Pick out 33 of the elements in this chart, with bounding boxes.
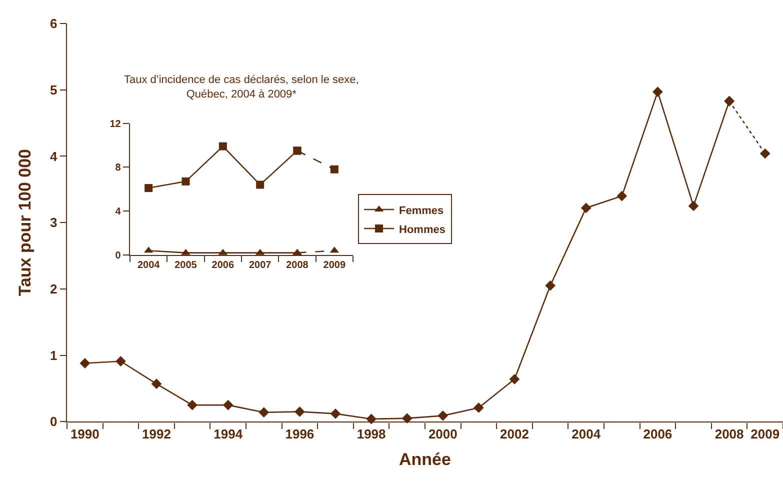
x-tick-label: 2006: [643, 426, 672, 442]
x-tick-label: 1998: [356, 426, 386, 442]
x-tick-label: 2009: [323, 260, 346, 272]
x-tick-label: 1994: [214, 426, 244, 442]
x-tick-label: 2006: [212, 260, 234, 272]
legend-label: Hommes: [399, 224, 446, 236]
y-tick-label: 4: [115, 206, 122, 218]
x-tick-label: 1996: [285, 426, 314, 442]
y-tick-label: 6: [50, 16, 58, 32]
y-tick-label: 5: [50, 82, 58, 98]
y-tick-label: 3: [50, 215, 58, 230]
x-tick-label: 2000: [428, 426, 458, 442]
x-tick-label: 2007: [248, 260, 272, 272]
x-tick-label: 1992: [142, 426, 171, 442]
y-tick-label: 0: [50, 414, 58, 430]
x-tick-label: 2004: [572, 426, 602, 442]
x-tick-label: 2009: [750, 426, 780, 442]
x-tick-label: 2004: [137, 260, 160, 272]
x-tick-label: 2005: [174, 260, 198, 272]
x-tick-label: 2002: [500, 426, 529, 442]
x-axis-title: Année: [399, 450, 451, 469]
y-tick-label: 8: [115, 162, 122, 174]
x-tick-label: 1990: [70, 426, 100, 442]
y-tick-label: 0: [115, 250, 122, 262]
legend-label: Femmes: [399, 204, 444, 217]
y-tick-label: 1: [50, 348, 58, 363]
y-tick-label: 12: [110, 118, 122, 130]
x-tick-label: 2008: [286, 260, 309, 272]
chart-title: Taux d’incidence de cas déclarés, selon le sexe, Québec, 2004 à 2009*: [124, 74, 359, 100]
y-tick-label: 4: [50, 148, 58, 164]
x-tick-label: 2008: [714, 426, 744, 442]
y-axis-title: Taux pour 100 000: [16, 149, 35, 296]
y-tick-label: 2: [50, 281, 58, 296]
